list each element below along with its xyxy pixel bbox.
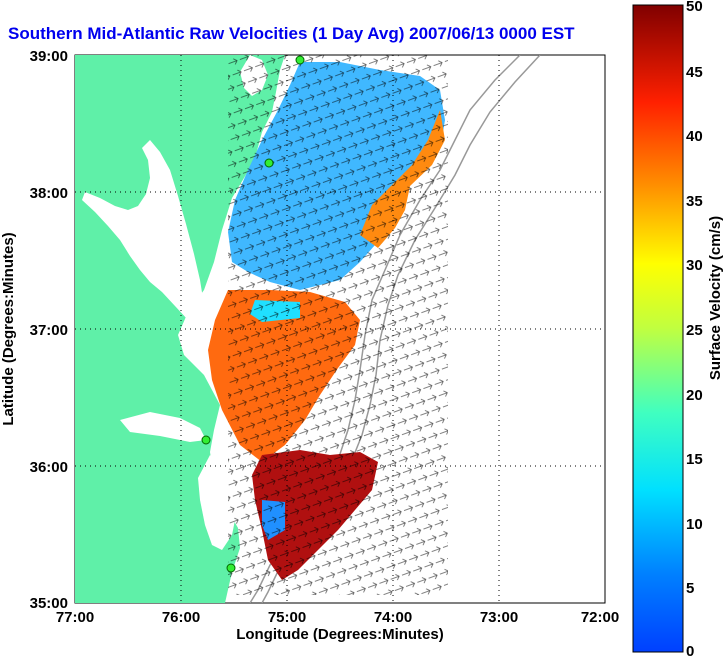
station-marker (295, 55, 305, 65)
x-tick-label: 77:00 (56, 609, 94, 626)
chesapeake-bay (82, 140, 204, 330)
colorbar-tick-label: 0 (686, 643, 694, 659)
y-tick-label: 38:00 (30, 185, 68, 202)
x-tick-label: 76:00 (162, 609, 200, 626)
x-tick-label: 75:00 (268, 609, 306, 626)
colorbar-tick-label: 20 (686, 387, 703, 404)
station-markers (201, 55, 305, 573)
x-tick-label: 74:00 (374, 609, 412, 626)
y-tick-label: 35:00 (30, 595, 68, 612)
colorbar-tick-label: 15 (686, 451, 703, 468)
y-tick-label: 36:00 (30, 459, 68, 476)
y-tick-label: 39:00 (30, 48, 68, 65)
colorbar-tick-label: 5 (686, 580, 694, 597)
grid (75, 55, 605, 603)
station-marker (226, 563, 236, 573)
x-tick-label: 73:00 (480, 609, 518, 626)
colorbar-label: Surface Velocity (cm/s) (707, 216, 724, 380)
colorbar-tick-label: 40 (686, 128, 703, 145)
station-marker (264, 158, 274, 168)
velocity-arrows (228, 55, 448, 595)
colorbar (632, 4, 684, 653)
x-axis-label: Longitude (Degrees:Minutes) (236, 626, 444, 643)
albemarle-sound (120, 412, 206, 442)
velocity-field (208, 55, 448, 595)
colorbar-tick-label: 10 (686, 516, 703, 533)
pamlico-sound (198, 455, 236, 550)
x-tick-label: 72:00 (581, 609, 619, 626)
y-tick-labels: 39:00 38:00 37:00 36:00 35:00 (30, 48, 68, 612)
y-tick-label: 37:00 (30, 322, 68, 339)
colorbar-tick-label: 30 (686, 257, 703, 274)
colorbar-tick-label: 50 (686, 0, 703, 15)
station-marker (201, 435, 211, 445)
colorbar-tick-labels: 50 45 40 35 30 25 20 15 10 5 0 (686, 0, 703, 659)
map-title: Southern Mid-Atlantic Raw Velocities (1 … (8, 24, 575, 43)
y-axis-label: Latitude (Degrees:Minutes) (0, 232, 17, 425)
x-tick-labels: 77:00 76:00 75:00 74:00 73:00 72:00 (56, 609, 619, 626)
colorbar-tick-label: 45 (686, 64, 703, 81)
colorbar-tick-label: 35 (686, 193, 703, 210)
colorbar-tick-label: 25 (686, 322, 703, 339)
